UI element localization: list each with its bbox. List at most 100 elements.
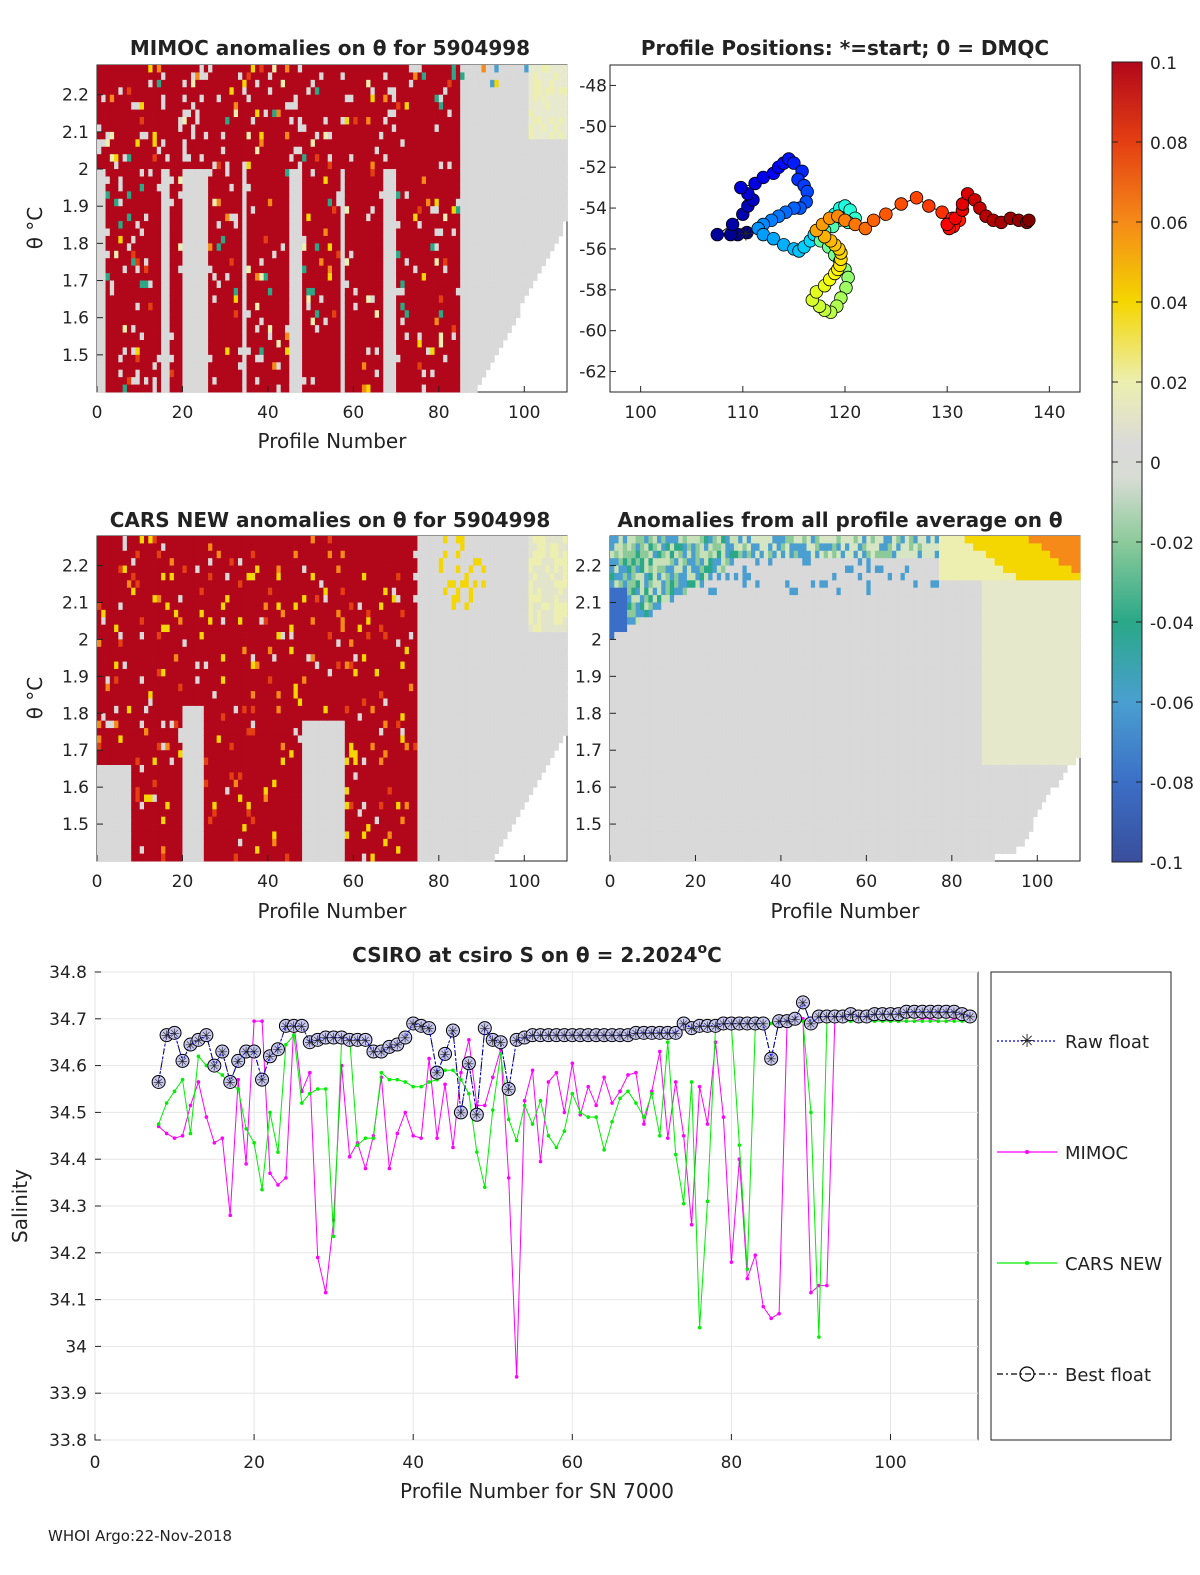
heat-cell [233, 295, 239, 304]
heat-cell [114, 713, 119, 722]
heat-cell [233, 131, 239, 140]
heat-cell [344, 221, 350, 229]
heat-cell [285, 124, 290, 133]
heat-cell [165, 161, 171, 170]
heat-cell [396, 65, 401, 73]
heat-cell [216, 139, 222, 148]
heat-cell [289, 146, 294, 155]
heat-cell [396, 161, 401, 170]
heat-cell [314, 65, 320, 73]
heat-cell [233, 243, 239, 252]
heat-cell [408, 176, 414, 185]
heat-cell [212, 65, 218, 73]
heat-cell [191, 191, 196, 200]
heat-cell [191, 273, 196, 281]
heat-cell [109, 838, 115, 847]
heat-cell [451, 228, 457, 237]
heat-cell [297, 109, 303, 118]
heat-cell [310, 206, 316, 215]
heat-cell [314, 221, 320, 229]
heat-cell [319, 154, 324, 163]
heat-cell [447, 369, 453, 378]
heat-cell [404, 131, 410, 140]
heat-cell [460, 65, 465, 73]
heat-cell [310, 161, 316, 170]
heat-cell [152, 124, 158, 133]
heat-cell [101, 169, 106, 177]
heat-cell [126, 295, 132, 304]
heat-cell [404, 384, 410, 393]
heat-cell [400, 206, 406, 215]
heat-cell [400, 117, 406, 125]
heat-cell [408, 131, 414, 140]
heat-cell [220, 347, 226, 356]
heat-cell [460, 221, 465, 229]
heat-cell [276, 139, 282, 148]
heat-cell [473, 94, 478, 103]
heat-cell [400, 102, 406, 110]
heat-cell [276, 273, 282, 281]
heat-cell [250, 87, 256, 96]
heat-cell [182, 65, 188, 73]
heat-cell [344, 206, 350, 215]
heat-cell [537, 213, 542, 222]
heat-cell [263, 169, 269, 177]
heat-cell [520, 273, 525, 281]
heat-cell [511, 243, 517, 252]
heat-cell [417, 79, 423, 88]
heat-cell [549, 235, 555, 244]
heat-cell [105, 94, 111, 103]
heat-cell [199, 87, 205, 96]
heat-cell [242, 377, 247, 385]
heat-cell [101, 654, 106, 662]
heat-cell [242, 102, 247, 110]
heat-cell [323, 265, 329, 274]
heat-cell [387, 124, 393, 133]
heat-cell [280, 191, 286, 200]
heat-cell [443, 94, 448, 103]
heat-cell [310, 213, 316, 222]
heat-cell [361, 206, 367, 215]
heat-cell [400, 139, 406, 148]
heat-cell [229, 198, 235, 207]
heat-cell [242, 250, 247, 259]
heat-cell [349, 161, 354, 170]
heat-cell [135, 228, 141, 237]
heat-cell [178, 243, 183, 252]
heat-cell [250, 280, 256, 289]
heat-cell [101, 131, 106, 140]
heat-cell [97, 191, 102, 200]
heat-cell [357, 191, 363, 200]
heat-cell [443, 198, 448, 207]
heat-cell [400, 258, 406, 267]
heat-cell [165, 183, 171, 192]
heat-cell [220, 65, 226, 73]
heat-cell [250, 169, 256, 177]
heat-cell [293, 317, 299, 326]
heat-cell [156, 191, 162, 200]
heat-cell [417, 109, 423, 118]
heat-cell [511, 206, 517, 215]
heat-cell [426, 235, 431, 244]
heat-cell [379, 79, 384, 88]
mimoc-yticks: 2.22.121.91.81.71.61.5 [62, 86, 103, 366]
heat-cell [165, 362, 171, 371]
heat-cell [391, 235, 397, 244]
heat-cell [361, 124, 367, 133]
heat-cell [267, 339, 273, 348]
heat-cell [297, 377, 303, 385]
heat-cell [263, 161, 269, 170]
heat-cell [169, 317, 175, 326]
heat-cell [391, 131, 397, 140]
heat-cell [161, 213, 166, 222]
heat-cell [126, 176, 132, 185]
heat-cell [246, 191, 252, 200]
heat-cell [109, 273, 115, 281]
heat-cell [178, 317, 183, 326]
heat-cell [144, 317, 149, 326]
heat-cell [340, 384, 346, 393]
heat-cell [451, 102, 457, 110]
heat-cell [515, 191, 521, 200]
heat-cell [276, 191, 282, 200]
heat-cell [135, 169, 141, 177]
